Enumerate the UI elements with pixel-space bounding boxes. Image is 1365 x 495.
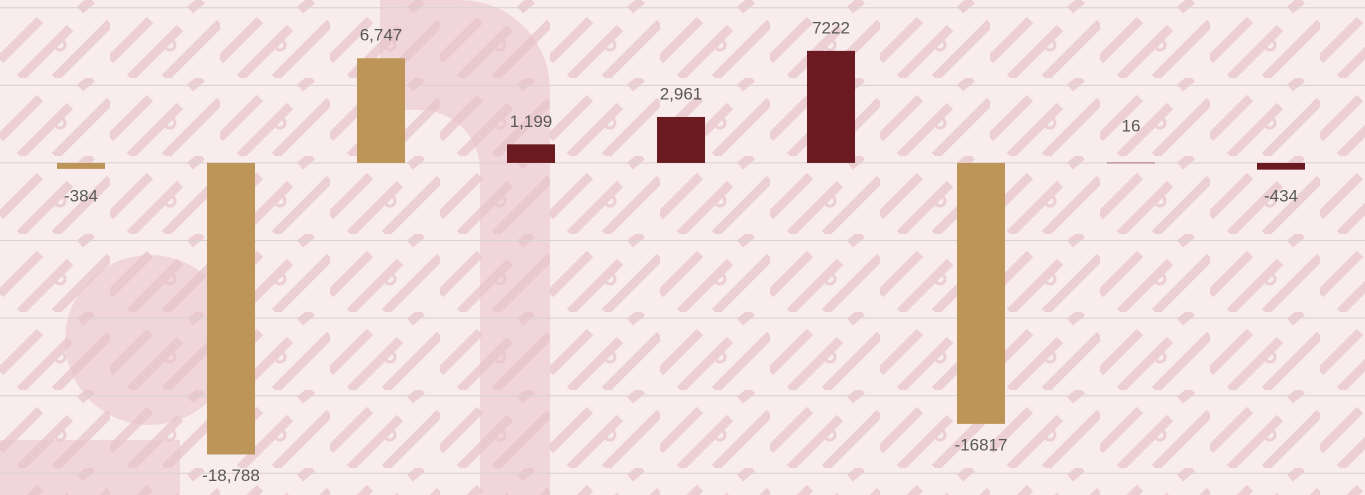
bar: [957, 162, 1005, 424]
data-label: -434: [1264, 186, 1298, 205]
bar: [357, 58, 405, 163]
bar: [207, 162, 255, 455]
watermark-shape: [380, 0, 550, 495]
bar: [1257, 162, 1305, 170]
data-label: 16: [1122, 116, 1141, 135]
data-label: 1,199: [510, 112, 553, 131]
bar: [657, 116, 705, 163]
bar: [807, 50, 855, 163]
bar: [1107, 162, 1155, 164]
bar: [57, 162, 105, 169]
data-label: 7222: [812, 18, 850, 37]
bars: -384 -18,788 6,747 1,199 2,961 7222 -16817 16 -4…: [57, 18, 1305, 485]
data-label: -18,788: [202, 466, 260, 485]
watermark-circle: [65, 255, 235, 425]
data-label: 6,747: [360, 26, 403, 45]
data-label: 2,961: [660, 84, 703, 103]
data-label: -384: [64, 186, 98, 205]
watermark-block: [0, 440, 180, 495]
data-label: -16817: [955, 435, 1008, 454]
bar: [507, 144, 555, 163]
